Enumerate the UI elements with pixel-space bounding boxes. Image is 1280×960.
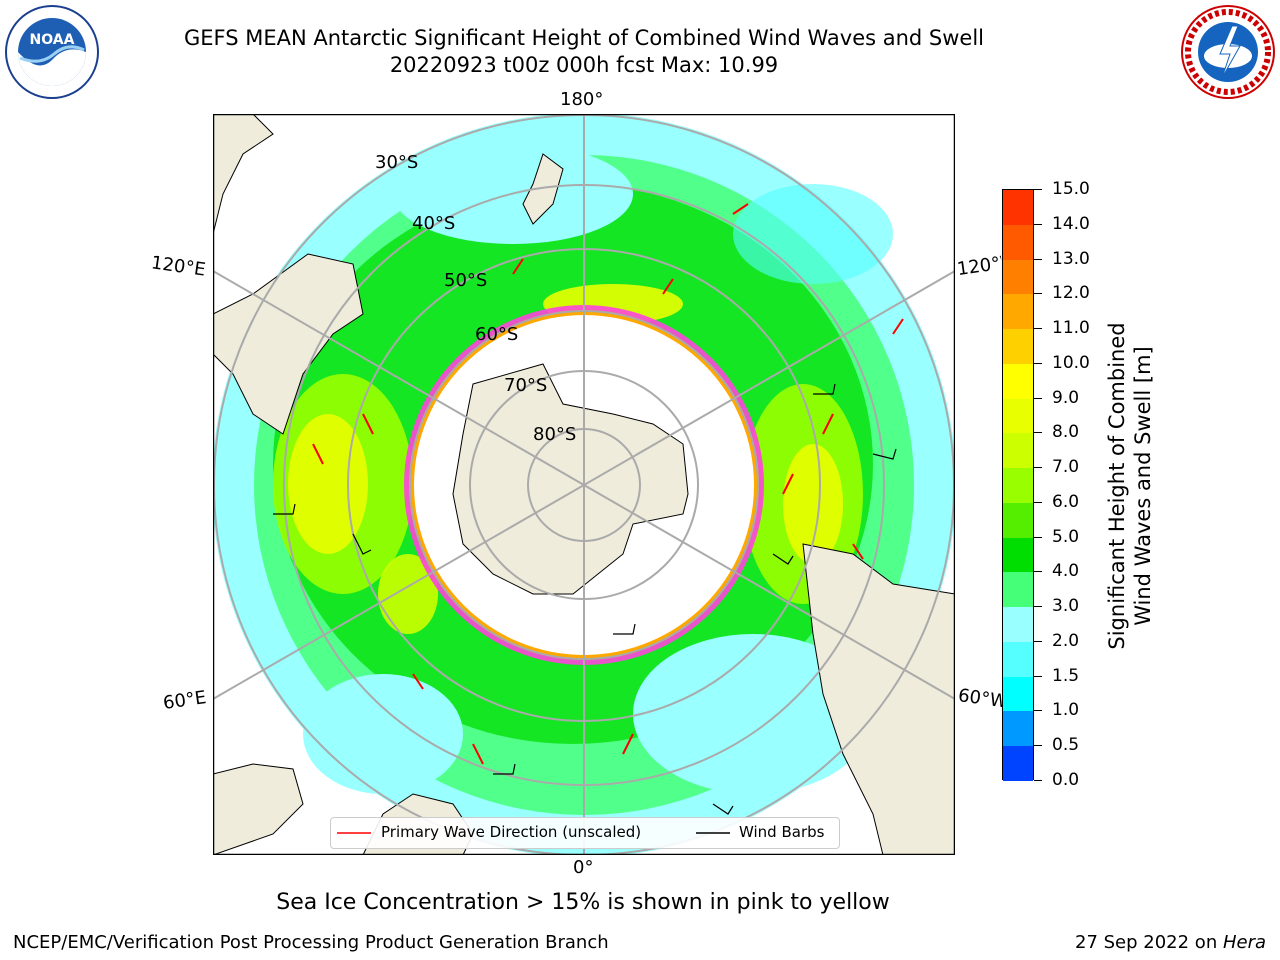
colorbar-tick-label: 8.0 <box>1052 422 1080 443</box>
colorbar-tick-mark <box>1034 293 1042 295</box>
colorbar-tick-label: 13.0 <box>1052 248 1090 269</box>
colorbar-tick-mark <box>1034 328 1042 330</box>
colorbar-segment <box>1003 537 1033 573</box>
colorbar-tick-mark <box>1034 640 1042 642</box>
colorbar-tick-mark <box>1034 571 1042 573</box>
wind-legend-swatch <box>696 832 730 834</box>
wind-barbs <box>273 383 897 815</box>
colorbar-tick-mark <box>1034 501 1042 503</box>
colorbar-tick-mark <box>1034 432 1042 434</box>
chart-subtitle: 20220923 t00z 000h fcst Max: 10.99 <box>389 53 779 77</box>
colorbar-tick-mark <box>1034 710 1042 712</box>
label-lat-50: 50°S <box>444 270 488 291</box>
colorbar-tick-mark <box>1034 258 1042 260</box>
land-australia <box>213 253 364 435</box>
label-lon-60e: 60°E <box>161 687 208 714</box>
label-lat-80: 80°S <box>533 424 577 445</box>
map-legend: Primary Wave Direction (unscaled) Wind B… <box>330 817 840 849</box>
colorbar-segment <box>1003 502 1033 539</box>
legend-wave-label: Primary Wave Direction (unscaled) <box>381 823 642 841</box>
colorbar-segment <box>1003 676 1033 712</box>
colorbar-segment <box>1003 433 1033 469</box>
colorbar-tick-mark <box>1034 745 1042 747</box>
colorbar-segment <box>1003 398 1033 434</box>
colorbar-tick-mark <box>1034 780 1042 781</box>
label-lat-40: 40°S <box>412 213 456 234</box>
colorbar-segment <box>1003 468 1033 504</box>
legend-wind-label: Wind Barbs <box>739 823 825 841</box>
noaa-logo-text: NOAA <box>30 32 75 48</box>
colorbar-tick-label: 0.5 <box>1052 735 1080 756</box>
colorbar-tick-label: 11.0 <box>1052 318 1090 339</box>
colorbar-tick-label: 12.0 <box>1052 283 1090 304</box>
colorbar-title: Significant Height of Combined Wind Wave… <box>1105 322 1155 650</box>
label-lon-0: 0° <box>573 857 594 878</box>
colorbar-segment <box>1003 294 1033 330</box>
colorbar-tick-mark <box>1034 675 1042 677</box>
chart-title: GEFS MEAN Antarctic Significant Height o… <box>183 26 985 50</box>
colorbar-segment <box>1003 259 1033 295</box>
colorbar-tick-mark <box>1034 397 1042 399</box>
footer-right: 27 Sep 2022 on Hera <box>1075 932 1266 953</box>
colorbar-segment <box>1003 224 1033 260</box>
label-lon-180: 180° <box>560 89 604 110</box>
colorbar-segment <box>1003 607 1033 643</box>
colorbar-tick-label: 2.0 <box>1052 630 1080 651</box>
label-lat-60: 60°S <box>475 324 519 345</box>
wave-arrows <box>312 203 904 765</box>
label-lon-120w: 120°W <box>955 252 1004 281</box>
land-africa-south <box>213 763 304 855</box>
colorbar-tick-mark <box>1034 223 1042 225</box>
footer-left: NCEP/EMC/Verification Post Processing Pr… <box>13 932 609 953</box>
colorbar-segment <box>1003 746 1033 782</box>
colorbar-segment <box>1003 711 1033 747</box>
label-lon-120e: 120°E <box>149 252 207 281</box>
colorbar-tick-label: 1.5 <box>1052 665 1080 686</box>
colorbar-tick-label: 4.0 <box>1052 561 1080 582</box>
colorbar-tick-label: 3.0 <box>1052 596 1080 617</box>
colorbar-tick-label: 6.0 <box>1052 491 1080 512</box>
colorbar-tick-mark <box>1034 536 1042 538</box>
colorbar-tick-label: 10.0 <box>1052 352 1090 373</box>
colorbar-segment <box>1003 363 1033 400</box>
colorbar-tick-mark <box>1034 606 1042 608</box>
colorbar-tick-label: 5.0 <box>1052 526 1080 547</box>
land-africa-ne <box>213 114 274 235</box>
colorbar-tick-label: 14.0 <box>1052 213 1090 234</box>
colorbar-tick-mark <box>1034 467 1042 469</box>
land-south-america <box>802 543 955 855</box>
land-new-zealand <box>522 153 564 225</box>
nws-logo <box>1181 5 1275 99</box>
colorbar-tick-mark <box>1034 189 1042 190</box>
colorbar <box>1002 189 1034 782</box>
label-lon-60w: 60°W <box>956 684 1005 713</box>
colorbar-segment <box>1003 190 1033 226</box>
colorbar-tick-label: 9.0 <box>1052 387 1080 408</box>
colorbar-tick-mark <box>1034 362 1042 364</box>
colorbar-segment <box>1003 329 1033 365</box>
noaa-logo: NOAA <box>5 5 99 99</box>
label-lat-30: 30°S <box>375 152 419 173</box>
wave-legend-swatch <box>337 832 371 834</box>
sea-ice-caption: Sea Ice Concentration > 15% is shown in … <box>276 890 890 915</box>
colorbar-segment <box>1003 572 1033 608</box>
colorbar-tick-label: 0.0 <box>1052 770 1080 790</box>
colorbar-tick-label: 15.0 <box>1052 179 1090 199</box>
land-antarctica <box>452 363 689 595</box>
polar-map <box>213 114 955 855</box>
colorbar-tick-label: 7.0 <box>1052 457 1080 478</box>
colorbar-tick-label: 1.0 <box>1052 700 1080 721</box>
label-lat-70: 70°S <box>504 375 548 396</box>
colorbar-segment <box>1003 641 1033 678</box>
